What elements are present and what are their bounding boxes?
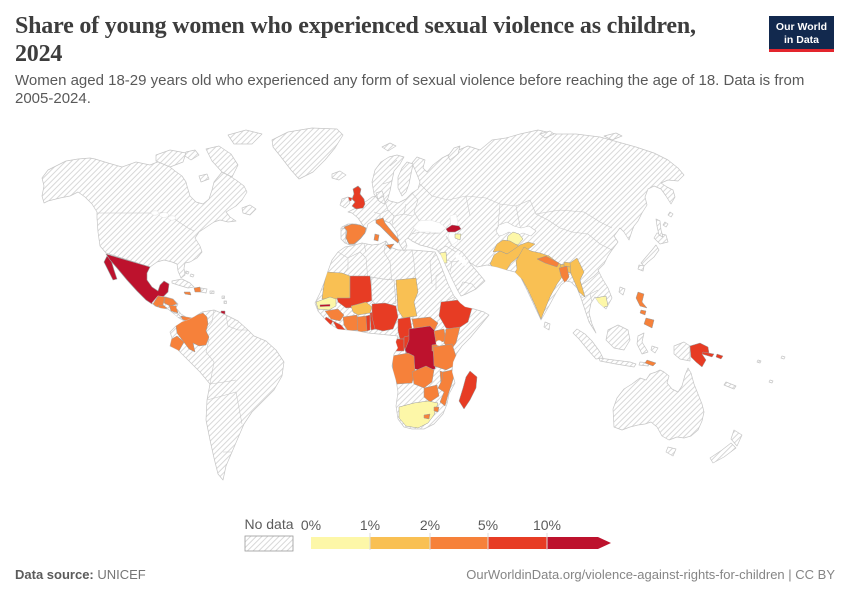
svg-text:5%: 5% xyxy=(478,517,498,533)
svg-text:No data: No data xyxy=(244,516,293,532)
svg-text:1%: 1% xyxy=(360,517,380,533)
svg-text:2%: 2% xyxy=(420,517,440,533)
svg-text:10%: 10% xyxy=(533,517,561,533)
svg-text:0%: 0% xyxy=(301,517,321,533)
